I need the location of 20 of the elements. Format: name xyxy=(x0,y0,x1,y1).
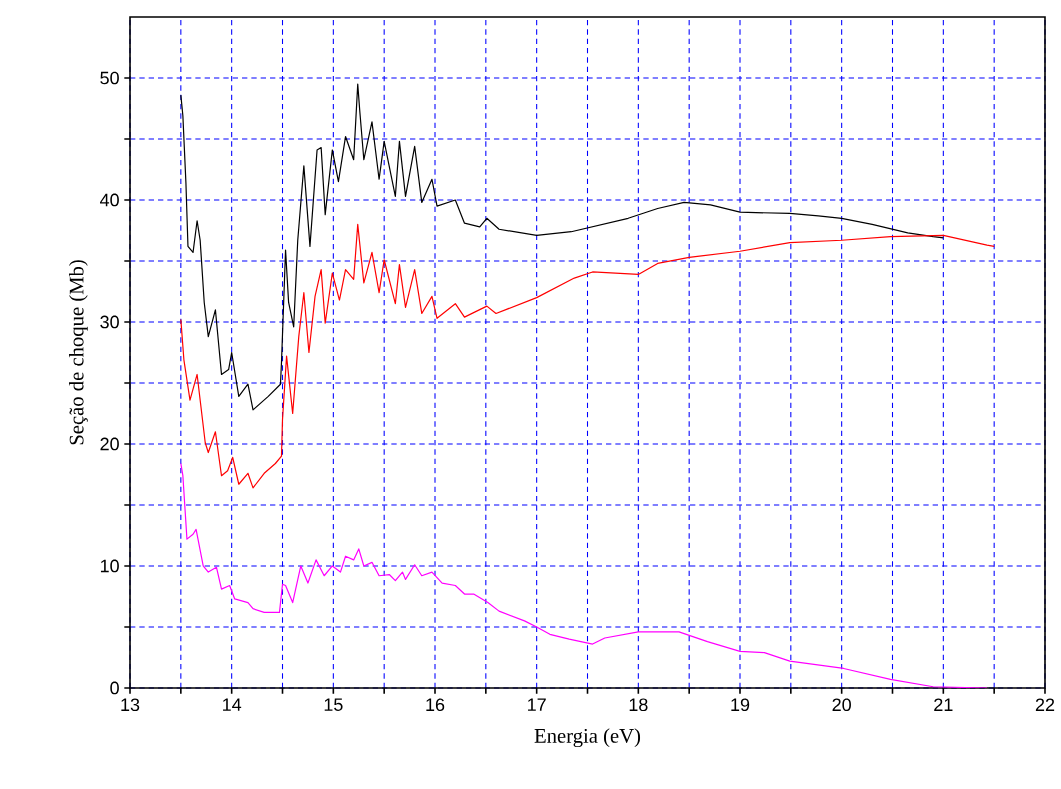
line-series xyxy=(180,83,944,411)
x-tick-label: 22 xyxy=(1035,698,1055,711)
y-tick-label: 40 xyxy=(100,193,119,207)
x-tick-label: 16 xyxy=(426,698,445,712)
y-tick-label: 10 xyxy=(100,559,119,573)
y-axis-title: Seção de choque (Mb) xyxy=(69,260,88,445)
x-tick-label: 19 xyxy=(731,698,750,712)
x-tick-label: 18 xyxy=(629,698,648,712)
x-tick-label: 13 xyxy=(121,698,140,712)
line-series xyxy=(180,462,988,688)
y-tick-label: 50 xyxy=(100,71,119,85)
x-tick-label: 15 xyxy=(324,698,343,711)
x-tick-label: 21 xyxy=(934,698,953,711)
y-tick-label: 30 xyxy=(100,315,119,329)
y-tick-label: 20 xyxy=(100,437,119,451)
x-tick-label: 20 xyxy=(832,698,851,712)
x-axis-title: Energia (eV) xyxy=(534,728,641,748)
y-tick-label: 0 xyxy=(110,681,119,695)
x-tick-label: 14 xyxy=(223,698,242,711)
x-tick-label: 17 xyxy=(528,698,546,711)
